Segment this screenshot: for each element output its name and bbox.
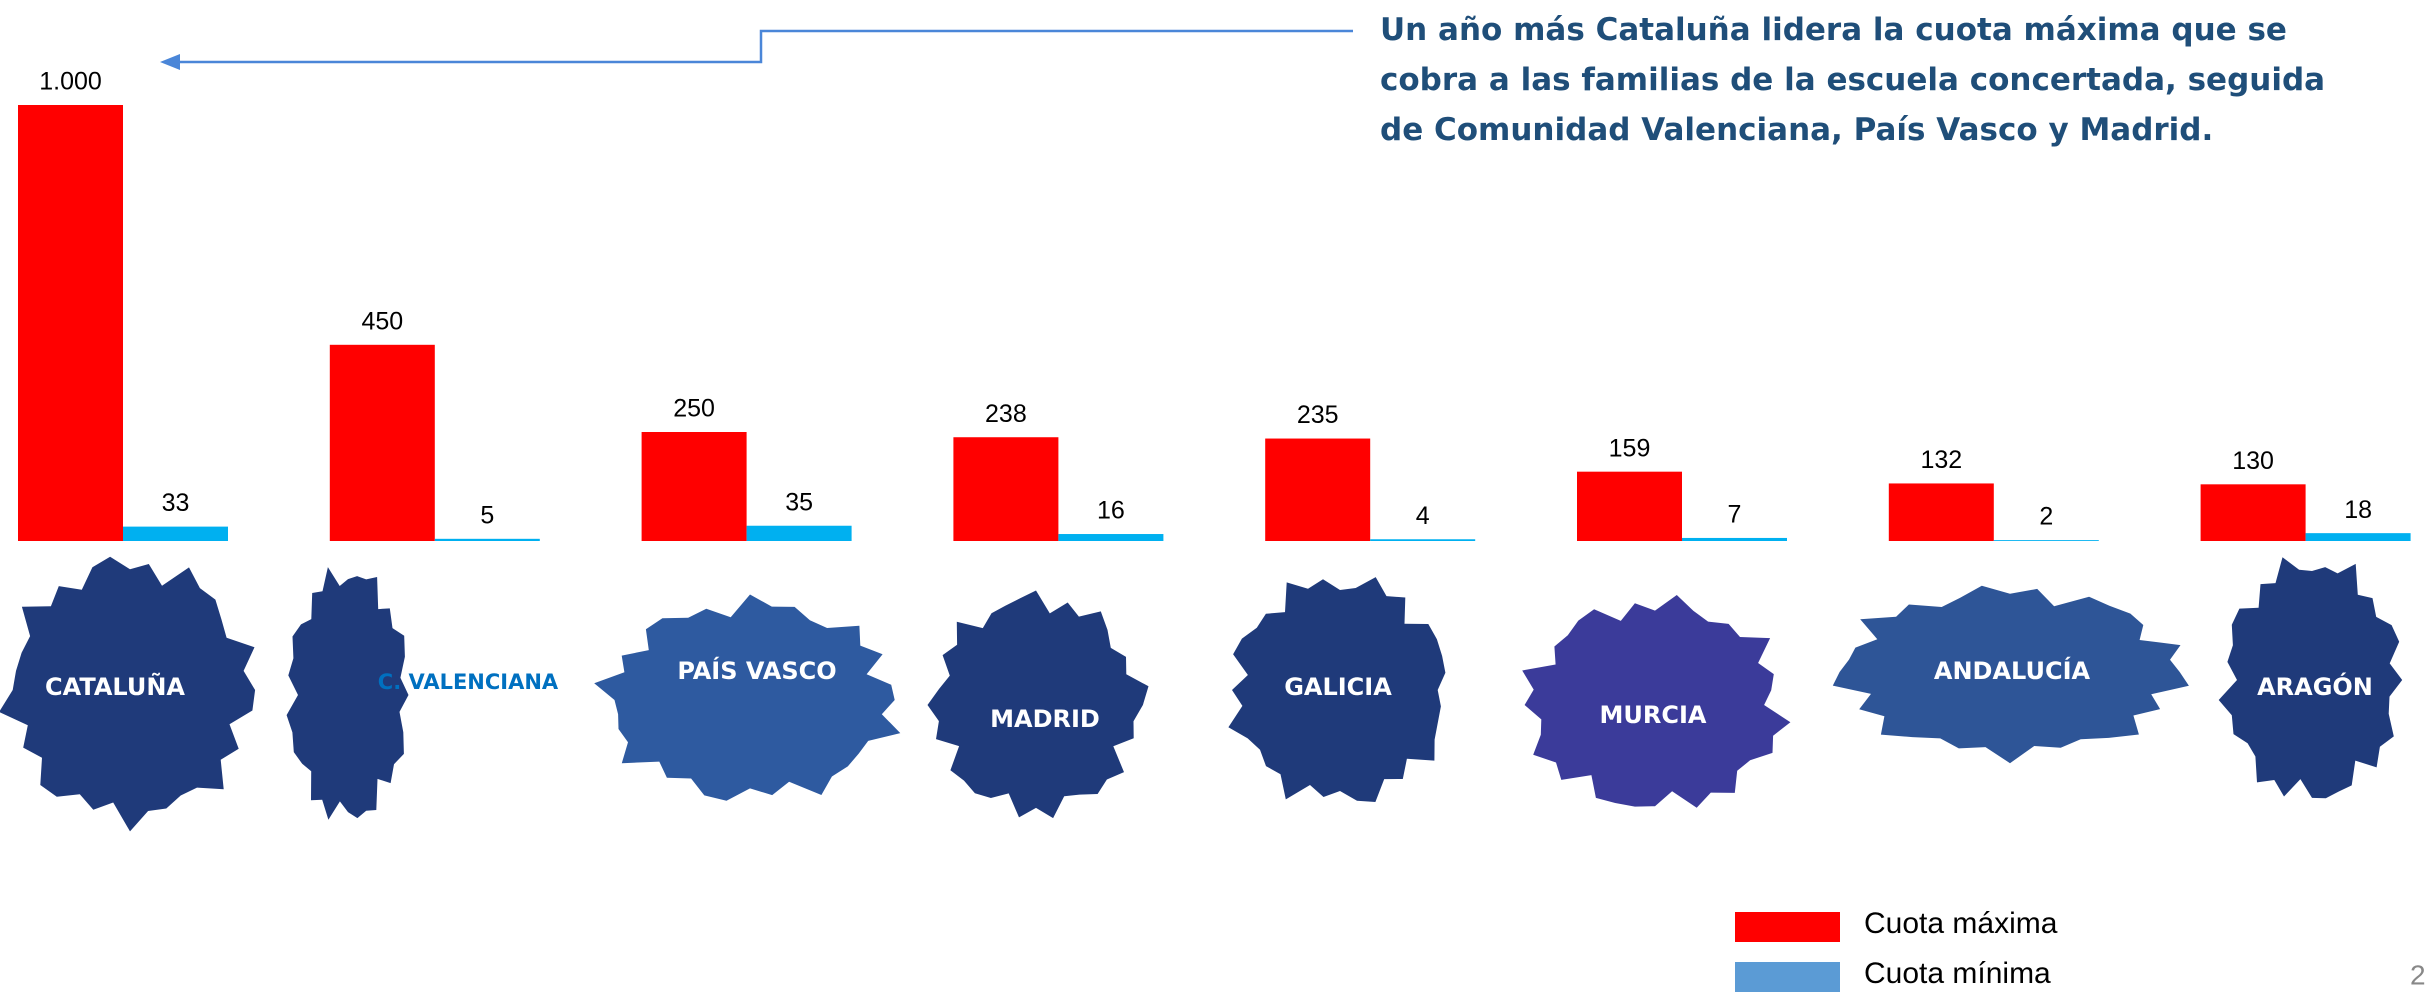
bar bbox=[1370, 539, 1476, 541]
region-map bbox=[1832, 585, 2189, 764]
value-label: 5 bbox=[480, 501, 494, 529]
bar bbox=[1577, 471, 1682, 541]
annotation-line: Un año más Cataluña lidera la cuota máxi… bbox=[1380, 12, 2287, 48]
region-label: ARAGÓN bbox=[2257, 671, 2373, 701]
annotation-line: de Comunidad Valenciana, País Vasco y Ma… bbox=[1380, 112, 2213, 148]
bar bbox=[18, 105, 123, 541]
region-map bbox=[286, 567, 409, 820]
value-label: 4 bbox=[1416, 502, 1430, 530]
region-label: CATALUÑA bbox=[45, 672, 185, 701]
bar bbox=[2305, 533, 2411, 541]
region-map bbox=[0, 556, 256, 832]
bar bbox=[1058, 534, 1164, 541]
annotation: Un año más Cataluña lidera la cuota máxi… bbox=[160, 12, 2325, 148]
value-label: 450 bbox=[361, 307, 403, 335]
bar bbox=[2200, 484, 2306, 541]
bar bbox=[329, 344, 435, 541]
value-label: 2 bbox=[2039, 503, 2053, 531]
value-label: 130 bbox=[2232, 447, 2274, 475]
region-map bbox=[927, 590, 1149, 819]
value-label: 7 bbox=[1728, 501, 1742, 529]
value-label: 33 bbox=[162, 489, 190, 517]
page-number: 2 bbox=[2410, 959, 2425, 990]
annotation-line: cobra a las familias de la escuela conce… bbox=[1380, 62, 2325, 98]
region-map bbox=[2218, 557, 2403, 799]
bar bbox=[1265, 438, 1371, 541]
legend-label: Cuota máxima bbox=[1864, 907, 2058, 940]
legend-swatch bbox=[1735, 912, 1840, 942]
bar bbox=[434, 538, 540, 541]
bar bbox=[641, 432, 747, 541]
region-map bbox=[1522, 595, 1791, 808]
arrow-line bbox=[172, 29, 1353, 64]
value-label: 159 bbox=[1609, 434, 1651, 462]
arrow-head bbox=[160, 54, 180, 70]
bar bbox=[953, 437, 1059, 541]
legend-swatch bbox=[1735, 962, 1840, 992]
bar bbox=[1888, 483, 1994, 541]
value-label: 1.000 bbox=[39, 68, 102, 96]
legend-label: Cuota mínima bbox=[1864, 957, 2051, 990]
value-label: 16 bbox=[1097, 497, 1125, 525]
bar bbox=[1682, 537, 1787, 541]
value-label: 18 bbox=[2344, 496, 2372, 524]
region-label: MURCIA bbox=[1600, 701, 1707, 729]
region-label: C. VALENCIANA bbox=[378, 670, 559, 694]
region-map bbox=[594, 594, 901, 801]
value-label: 132 bbox=[1920, 446, 1962, 474]
region-label: PAÍS VASCO bbox=[677, 656, 836, 685]
value-label: 250 bbox=[673, 395, 715, 423]
region-label: ANDALUCÍA bbox=[1934, 656, 2091, 685]
region-map bbox=[1228, 577, 1446, 802]
value-label: 235 bbox=[1297, 401, 1339, 429]
bar bbox=[1993, 540, 2099, 541]
bar bbox=[123, 526, 228, 541]
region-label: MADRID bbox=[990, 705, 1100, 733]
value-label: 238 bbox=[985, 400, 1027, 428]
value-label: 35 bbox=[785, 488, 813, 516]
region-label: GALICIA bbox=[1284, 673, 1392, 701]
bar bbox=[746, 525, 852, 541]
